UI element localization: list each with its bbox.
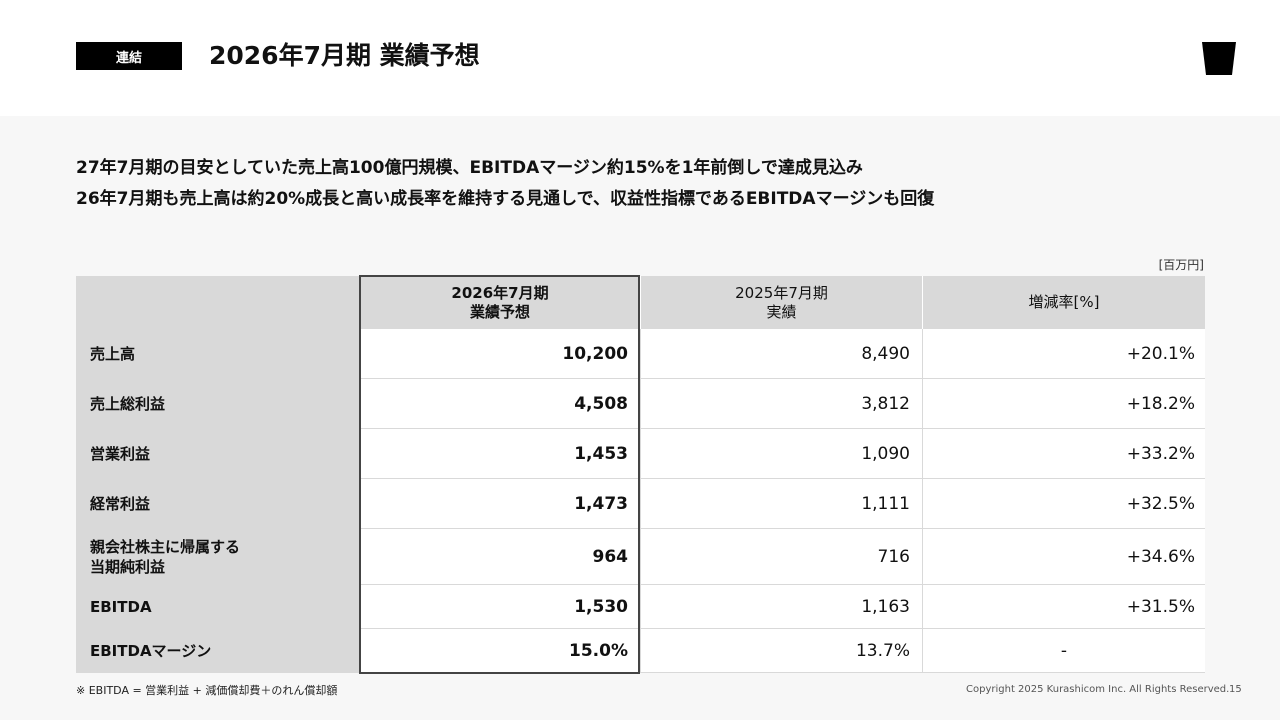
header-forecast-label: 業績予想 — [469, 302, 530, 321]
row-label: EBITDA — [76, 585, 360, 628]
header-change: 増減率[%] — [922, 276, 1205, 329]
change-value: +34.6% — [922, 529, 1205, 584]
consolidated-tag: 連結 — [76, 42, 182, 70]
table-row: 営業利益 1,453 1,090 +33.2% — [76, 429, 1205, 479]
forecast-value: 1,473 — [360, 479, 640, 528]
cup-logo-icon — [1202, 42, 1236, 75]
change-value: +18.2% — [922, 379, 1205, 428]
header-actual-label: 実績 — [766, 302, 797, 321]
header-blank-cell — [76, 276, 360, 329]
actual-value: 716 — [640, 529, 922, 584]
change-value: +31.5% — [922, 585, 1205, 628]
actual-value: 1,090 — [640, 429, 922, 478]
header-forecast-period: 2026年7月期 — [451, 283, 549, 302]
actual-value: 8,490 — [640, 329, 922, 378]
table-row: 売上総利益 4,508 3,812 +18.2% — [76, 379, 1205, 429]
copyright: Copyright 2025 Kurashicom Inc. All Right… — [966, 684, 1230, 695]
page-number: 15 — [1229, 684, 1242, 695]
change-value: +33.2% — [922, 429, 1205, 478]
footnote: ※ EBITDA = 営業利益 + 減価償却費＋のれん償却額 — [76, 684, 338, 697]
slide-header: 連結 2026年7月期 業績予想 — [0, 0, 1280, 116]
lead-text-line1: 27年7月期の目安としていた売上高100億円規模、EBITDAマージン約15%を… — [76, 158, 863, 178]
actual-value: 13.7% — [640, 629, 922, 672]
forecast-value: 1,530 — [360, 585, 640, 628]
row-label: 売上高 — [76, 329, 360, 378]
table-row: EBITDA 1,530 1,163 +31.5% — [76, 585, 1205, 629]
row-label-line2: 当期純利益 — [90, 557, 166, 576]
table-row: EBITDAマージン 15.0% 13.7% - — [76, 629, 1205, 673]
table-row: 親会社株主に帰属する 当期純利益 964 716 +34.6% — [76, 529, 1205, 585]
actual-value: 1,111 — [640, 479, 922, 528]
lead-text-line2: 26年7月期も売上高は約20%成長と高い成長率を維持する見通しで、収益性指標であ… — [76, 189, 935, 209]
change-value: - — [922, 629, 1205, 672]
row-label: 親会社株主に帰属する 当期純利益 — [76, 529, 360, 584]
change-value: +20.1% — [922, 329, 1205, 378]
row-label: 経常利益 — [76, 479, 360, 528]
actual-value: 3,812 — [640, 379, 922, 428]
table-row: 経常利益 1,473 1,111 +32.5% — [76, 479, 1205, 529]
header-actual: 2025年7月期 実績 — [640, 276, 922, 329]
table-header-row: 2026年7月期 業績予想 2025年7月期 実績 増減率[%] — [76, 276, 1205, 329]
header-forecast: 2026年7月期 業績予想 — [360, 276, 640, 329]
forecast-value: 1,453 — [360, 429, 640, 478]
header-actual-period: 2025年7月期 — [735, 283, 828, 302]
change-value: +32.5% — [922, 479, 1205, 528]
forecast-value: 15.0% — [360, 629, 640, 672]
unit-label: [百万円] — [1158, 258, 1204, 272]
forecast-value: 4,508 — [360, 379, 640, 428]
forecast-value: 10,200 — [360, 329, 640, 378]
forecast-value: 964 — [360, 529, 640, 584]
row-label-line1: 親会社株主に帰属する — [90, 537, 241, 556]
page-title: 2026年7月期 業績予想 — [209, 41, 480, 70]
row-label: 営業利益 — [76, 429, 360, 478]
table-row: 売上高 10,200 8,490 +20.1% — [76, 329, 1205, 379]
row-label: EBITDAマージン — [76, 629, 360, 672]
row-label: 売上総利益 — [76, 379, 360, 428]
forecast-table: 2026年7月期 業績予想 2025年7月期 実績 増減率[%] 売上高 10,… — [76, 276, 1205, 673]
actual-value: 1,163 — [640, 585, 922, 628]
